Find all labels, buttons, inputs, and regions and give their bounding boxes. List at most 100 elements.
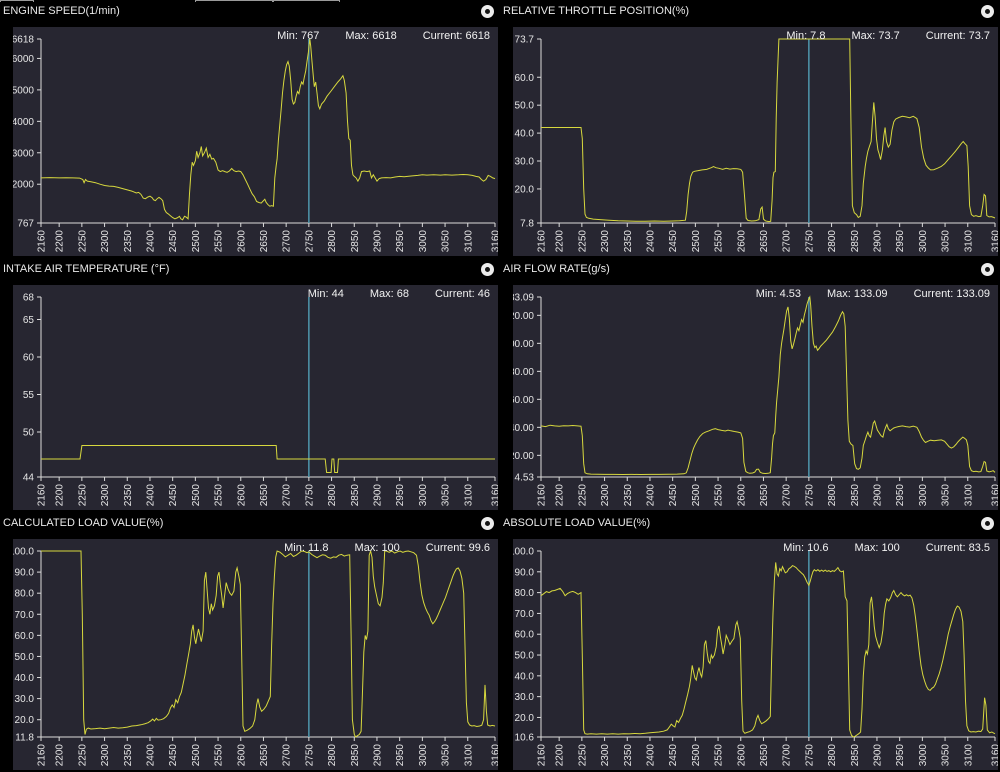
x-tick-label: 2350 (123, 484, 134, 507)
y-tick-label: 20.0 (515, 713, 535, 724)
x-tick-label: 2550 (214, 484, 225, 507)
y-tick-label: 60 (23, 353, 35, 364)
x-tick-label: 3000 (418, 744, 429, 767)
record-icon[interactable] (481, 516, 494, 530)
x-tick-label: 2400 (145, 744, 156, 767)
x-tick-label: 3160 (991, 484, 999, 507)
x-tick-label: 3100 (963, 744, 974, 767)
x-tick-label: 2550 (214, 230, 225, 253)
stat-min: Min: 10.6 (783, 542, 829, 554)
plot-area[interactable]: Min: 4.53 Max: 133.09 Current: 133.09 13… (513, 285, 998, 510)
x-tick-label: 2750 (804, 484, 815, 507)
x-tick-label: 2160 (37, 230, 48, 253)
stat-max: Max: 100 (354, 542, 400, 554)
y-tick-label: 30.0 (515, 692, 535, 703)
x-tick-label: 2700 (782, 230, 793, 253)
x-tick-label: 2450 (668, 744, 679, 767)
stats-row: Min: 11.8 Max: 100 Current: 99.6 (284, 542, 490, 554)
x-tick-label: 3160 (491, 484, 499, 507)
plot-area[interactable]: Min: 10.6 Max: 100 Current: 83.5 100.0 90… (513, 539, 998, 770)
stats-row: Min: 44 Max: 68 Current: 46 (308, 288, 490, 300)
y-tick-label: 60.0 (515, 630, 535, 641)
x-tick-label: 2900 (372, 484, 383, 507)
x-tick-label: 2950 (395, 744, 406, 767)
x-tick-label: 2300 (100, 744, 111, 767)
x-tick-label: 2300 (600, 484, 611, 507)
y-tick-label: 11.8 (15, 733, 34, 744)
stat-min: Min: 4.53 (755, 288, 802, 300)
window-artifact (273, 0, 340, 2)
panel-header: AIR FLOW RATE(g/s) (500, 258, 1000, 280)
x-tick-label: 3050 (941, 744, 952, 767)
plot-area[interactable]: Min: 767 Max: 6618 Current: 6618 6618 600… (13, 27, 498, 256)
x-tick-label: 2500 (691, 230, 702, 253)
x-tick-label: 2160 (537, 484, 548, 507)
x-tick-label: 2650 (259, 484, 270, 507)
panel-title: INTAKE AIR TEMPERATURE (°F) (3, 263, 170, 275)
stat-current: Current: 83.5 (925, 542, 990, 554)
stat-current: Current: 46 (434, 288, 490, 300)
x-tick-label: 2350 (623, 484, 634, 507)
stat-min: Min: 7.8 (786, 30, 826, 42)
x-tick-label: 2250 (577, 744, 588, 767)
x-tick-label: 2800 (327, 484, 338, 507)
panel-title: ABSOLUTE LOAD VALUE(%) (503, 517, 651, 529)
y-tick-label: 30.0 (15, 694, 35, 705)
x-tick-label: 2250 (77, 230, 88, 253)
x-tick-label: 2650 (259, 230, 270, 253)
series-line (540, 295, 996, 476)
x-tick-label: 2600 (236, 484, 247, 507)
x-tick-label: 2850 (350, 744, 361, 767)
x-tick-label: 3050 (441, 744, 452, 767)
x-tick-label: 2160 (37, 744, 48, 767)
x-tick-label: 2250 (77, 484, 88, 507)
stat-current: Current: 73.7 (925, 30, 990, 42)
record-icon[interactable] (981, 4, 994, 18)
x-tick-label: 2450 (168, 744, 179, 767)
x-tick-label: 2700 (282, 744, 293, 767)
plot-area[interactable]: Min: 11.8 Max: 100 Current: 99.6 100.0 90… (13, 539, 498, 770)
x-tick-label: 3050 (441, 484, 452, 507)
y-tick-label: 65 (23, 315, 35, 326)
plot-area[interactable]: Min: 7.8 Max: 73.7 Current: 73.7 73.7 60.… (513, 27, 998, 256)
y-tick-label: 60.0 (15, 631, 35, 642)
x-tick-label: 3160 (491, 744, 499, 767)
x-tick-label: 2750 (304, 484, 315, 507)
y-tick-label: 80.0 (515, 588, 535, 599)
y-tick-label: 6000 (13, 54, 34, 65)
record-icon[interactable] (981, 516, 994, 530)
y-tick-label: 70.0 (515, 609, 535, 620)
y-tick-label: 55 (23, 390, 35, 401)
x-tick-label: 2550 (714, 230, 725, 253)
y-tick-label: 10.6 (515, 733, 535, 744)
y-tick-label: 5000 (13, 85, 34, 96)
stat-max: Max: 6618 (345, 30, 397, 42)
x-tick-label: 2500 (691, 484, 702, 507)
chart-panel-absolute-load-value: ABSOLUTE LOAD VALUE(%) Min: 10.6 Max: 10… (500, 512, 1000, 772)
chart-canvas: 133.09 120.00 100.00 80.00 60.00 40.00 20.00 4.… (513, 293, 999, 507)
x-tick-label: 3100 (463, 230, 474, 253)
x-tick-label: 2600 (736, 744, 747, 767)
y-tick-label: 80.00 (513, 367, 534, 378)
x-tick-label: 3160 (491, 230, 499, 253)
record-icon[interactable] (981, 262, 994, 276)
x-tick-label: 2950 (395, 484, 406, 507)
y-tick-label: 4.53 (515, 473, 535, 484)
x-tick-label: 2450 (168, 484, 179, 507)
x-tick-label: 2850 (850, 484, 861, 507)
x-tick-label: 2950 (895, 484, 906, 507)
y-tick-label: 60.00 (513, 395, 534, 406)
x-tick-label: 2350 (623, 744, 634, 767)
x-tick-label: 2450 (668, 230, 679, 253)
stat-min: Min: 767 (277, 30, 320, 42)
record-icon[interactable] (481, 262, 494, 276)
x-tick-label: 2400 (145, 230, 156, 253)
x-tick-label: 2750 (304, 744, 315, 767)
y-tick-label: 20.0 (515, 184, 535, 195)
record-icon[interactable] (481, 4, 494, 18)
panel-title: AIR FLOW RATE(g/s) (503, 263, 610, 275)
x-tick-label: 2900 (872, 230, 883, 253)
x-tick-label: 2850 (850, 230, 861, 253)
plot-area[interactable]: Min: 44 Max: 68 Current: 46 68 65 60 55 50 44… (13, 285, 498, 510)
